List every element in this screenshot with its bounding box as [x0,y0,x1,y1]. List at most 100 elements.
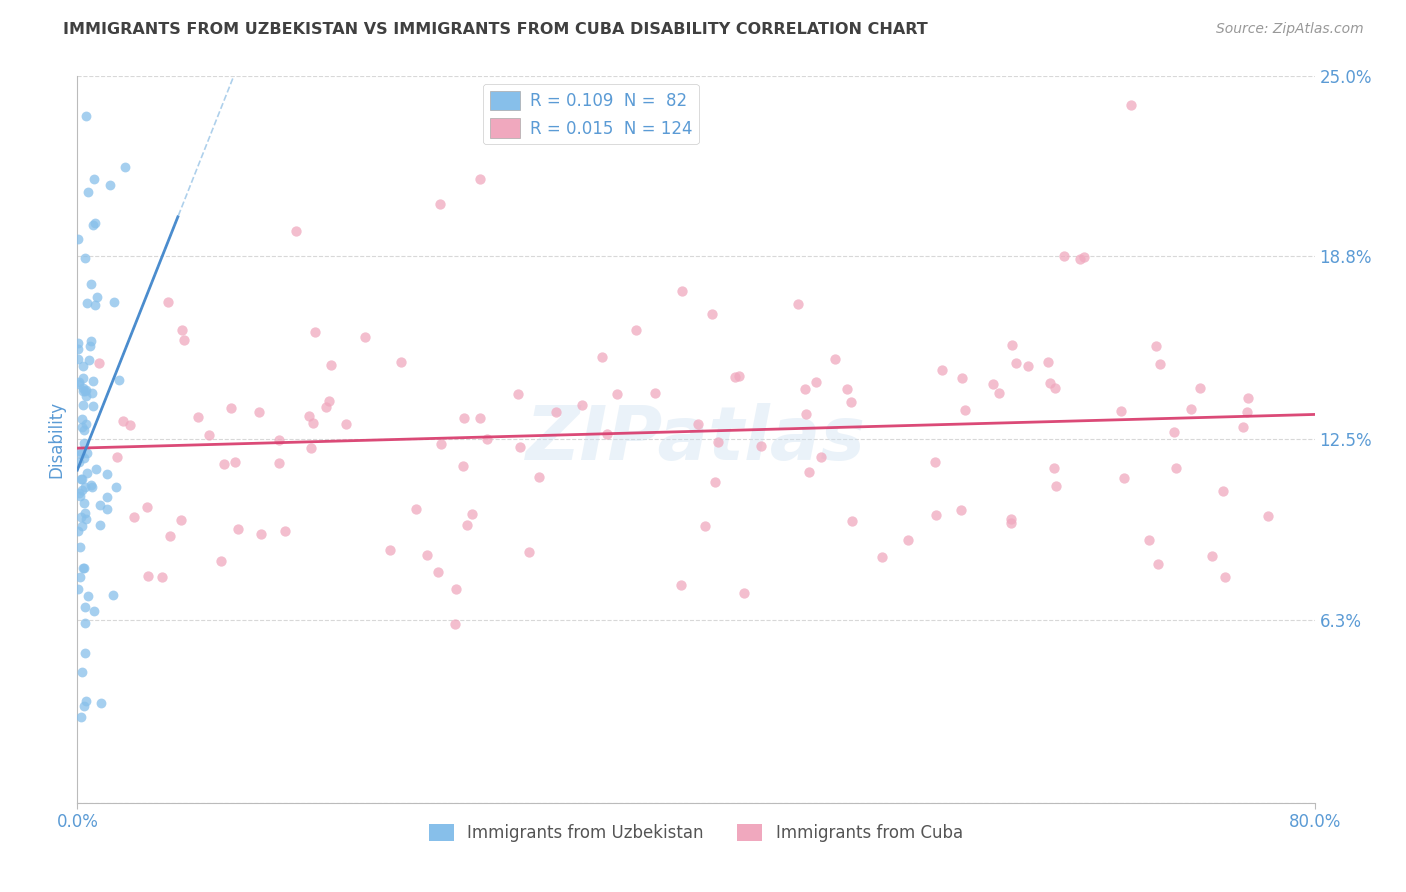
Point [749,439,772,453]
Point [787,297,810,311]
Point [249,527,271,541]
Point [70,483,93,497]
Point [67,486,90,500]
Point [70,472,93,486]
Point [67,335,90,350]
Point [103,295,125,310]
Point [73,600,96,615]
Point [96,501,118,516]
Point [793,382,815,396]
Point [596,426,619,441]
Point [103,588,125,602]
Point [1144,339,1167,353]
Point [198,427,221,442]
Point [453,411,475,425]
Point [104,480,127,494]
Point [444,617,467,632]
Point [76,466,98,480]
Point [84,216,107,230]
Point [806,376,828,390]
Point [73,616,96,631]
Point [89,356,111,370]
Point [105,450,128,464]
Point [73,698,96,713]
Point [517,545,540,559]
Point [76,109,98,123]
Point [72,561,94,575]
Point [79,277,101,291]
Text: IMMIGRANTS FROM UZBEKISTAN VS IMMIGRANTS FROM CUBA DISABILITY CORRELATION CHART: IMMIGRANTS FROM UZBEKISTAN VS IMMIGRANTS… [63,22,928,37]
Point [1137,533,1160,547]
Point [82,374,104,388]
Point [671,284,693,298]
Point [69,709,91,723]
Point [1017,359,1039,373]
Point [75,693,97,707]
Point [114,160,136,174]
Point [107,374,129,388]
Point [212,457,235,471]
Point [1005,356,1028,370]
Point [90,696,112,710]
Point [73,436,96,450]
Point [224,455,246,469]
Point [73,496,96,510]
Point [870,549,893,564]
Point [150,570,173,584]
Point [315,401,337,415]
Point [506,387,529,401]
Point [302,416,325,430]
Point [456,517,478,532]
Point [1163,425,1185,439]
Point [354,329,377,343]
Point [405,501,427,516]
Point [1036,355,1059,369]
Point [80,478,103,492]
Point [724,369,747,384]
Point [70,519,93,533]
Point [624,323,647,337]
Point [79,338,101,352]
Point [695,519,717,533]
Point [426,566,449,580]
Point [219,401,242,416]
Point [571,398,593,412]
Point [416,548,439,562]
Point [274,524,297,538]
Point [1149,358,1171,372]
Point [304,325,326,339]
Point [1212,484,1234,499]
Point [1000,516,1022,531]
Point [981,377,1004,392]
Point [89,498,111,512]
Point [1180,401,1202,416]
Point [77,353,100,368]
Point [429,197,451,211]
Point [1114,471,1136,485]
Point [949,503,972,517]
Point [669,577,692,591]
Point [67,455,90,469]
Point [1201,549,1223,563]
Point [1232,420,1254,434]
Point [73,450,96,465]
Point [83,604,105,618]
Point [187,410,209,425]
Point [544,404,567,418]
Point [159,529,181,543]
Point [700,307,723,321]
Point [157,294,180,309]
Point [70,665,93,679]
Point [797,465,820,479]
Point [704,475,727,489]
Point [170,512,193,526]
Point [527,470,550,484]
Point [75,646,97,660]
Point [67,582,90,596]
Point [173,333,195,347]
Point [72,359,94,374]
Point [80,386,103,401]
Point [112,414,135,428]
Point [209,554,232,568]
Point [299,441,322,455]
